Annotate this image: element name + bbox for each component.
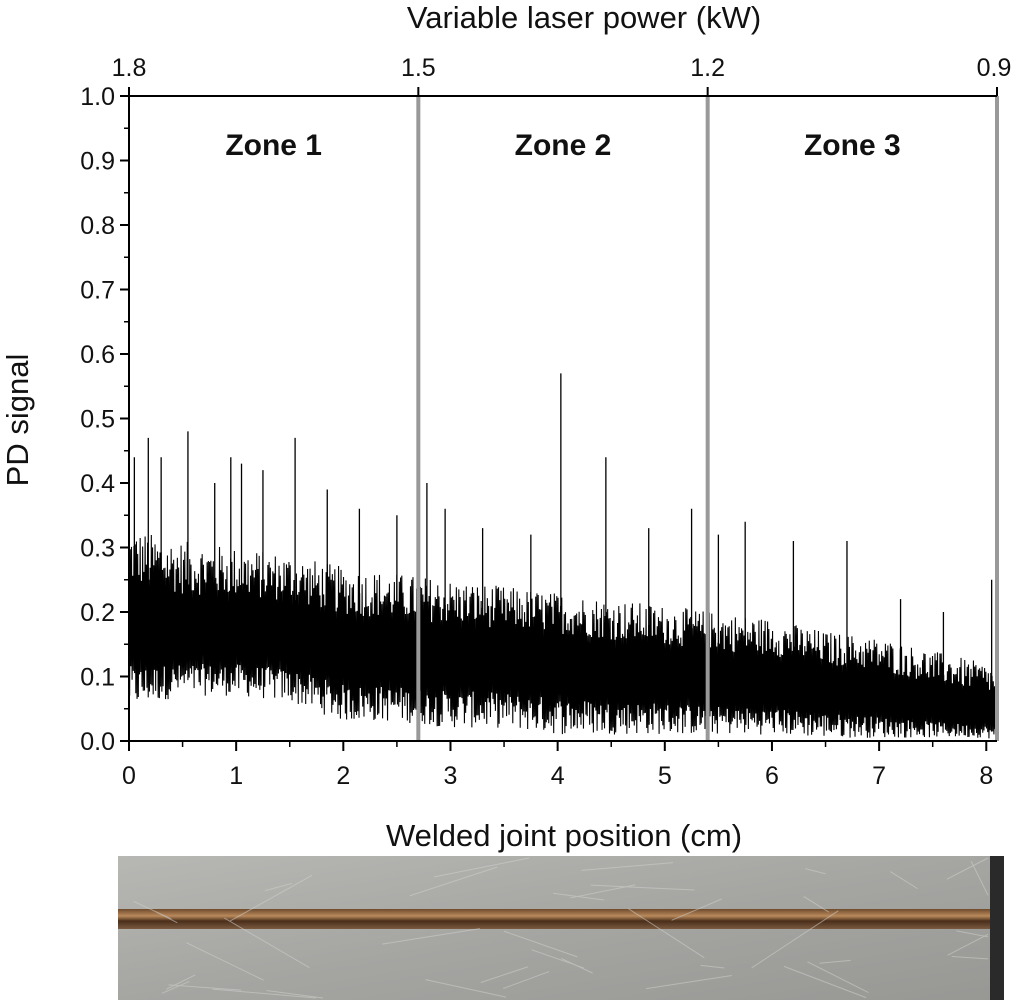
y-tick-label: 0.9 — [80, 148, 115, 176]
top-axis-ticks: 1.8 1.5 1.2 0.9 — [112, 54, 1012, 96]
y-tick-label: 0.3 — [80, 535, 115, 563]
scratch-mark — [956, 930, 989, 938]
scratch-mark — [165, 974, 196, 990]
y-axis-ticks: 0.0 0.1 0.2 0.3 0.4 0.5 0.6 0.7 0.8 0.9 1.0 — [80, 83, 129, 756]
scratch-mark — [970, 860, 989, 896]
scratch-mark — [264, 882, 293, 892]
pd-signal-peaks — [133, 373, 993, 717]
zone-label: Zone 2 — [515, 129, 612, 162]
zone-label: Zone 3 — [804, 129, 901, 162]
scratch-mark — [946, 857, 989, 880]
y-tick-label: 0.2 — [80, 599, 115, 627]
x-tick-label: 5 — [658, 762, 672, 790]
scratch-mark — [133, 900, 172, 920]
top-tick-label: 1.2 — [690, 54, 725, 82]
scratch-mark — [700, 964, 725, 969]
scratch-mark — [381, 928, 481, 945]
plate-scratches — [133, 857, 989, 999]
scratch-mark — [503, 971, 550, 989]
plate-edge — [990, 856, 1004, 1000]
scratch-mark — [947, 933, 989, 956]
x-tick-label: 2 — [336, 762, 350, 790]
x-tick-label: 3 — [444, 762, 458, 790]
scratch-mark — [671, 898, 722, 921]
welded-plate-photo — [118, 856, 1004, 1000]
y-tick-label: 0.4 — [80, 470, 115, 498]
y-tick-label: 0.7 — [80, 277, 115, 305]
scratch-mark — [480, 966, 528, 984]
scratch-mark — [409, 866, 498, 897]
zone-boundaries — [416, 96, 999, 741]
y-tick-label: 0.6 — [80, 341, 115, 369]
scratch-mark — [807, 961, 869, 993]
scratch-mark — [434, 857, 530, 878]
scratch-mark — [581, 862, 674, 871]
x-axis-ticks: 0 1 2 3 4 5 6 7 8 — [122, 741, 993, 790]
scratch-mark — [168, 984, 242, 991]
scratch-mark — [224, 917, 310, 969]
scratch-mark — [805, 868, 826, 875]
scratch-mark — [570, 884, 636, 899]
pd-signal-trace — [128, 535, 998, 739]
scratch-mark — [951, 955, 989, 960]
scratch-mark — [553, 892, 605, 901]
scratch-mark — [266, 989, 324, 999]
scratch-mark — [889, 871, 918, 890]
x-tick-label: 6 — [765, 762, 779, 790]
scratch-mark — [503, 930, 578, 958]
scratch-mark — [627, 908, 705, 959]
top-tick-label: 1.8 — [112, 54, 147, 82]
scratch-mark — [590, 884, 695, 891]
top-tick-label: 0.9 — [977, 54, 1012, 82]
zone-label: Zone 1 — [225, 129, 322, 162]
pd-signal-series — [128, 373, 998, 739]
x-tick-label: 0 — [122, 762, 136, 790]
zone-labels: Zone 1 Zone 2 Zone 3 — [225, 129, 900, 162]
y-tick-label: 0.0 — [80, 728, 115, 756]
y-tick-label: 0.1 — [80, 664, 115, 692]
scratch-mark — [803, 896, 829, 913]
x-tick-label: 1 — [229, 762, 243, 790]
top-axis-title: Variable laser power (kW) — [407, 0, 761, 35]
x-tick-label: 8 — [979, 762, 993, 790]
x-tick-label: 7 — [872, 762, 886, 790]
x-axis-title: Welded joint position (cm) — [386, 818, 742, 853]
scratch-mark — [646, 975, 732, 990]
y-tick-label: 0.8 — [80, 212, 115, 240]
scratch-mark — [161, 981, 190, 994]
scratch-mark — [783, 965, 867, 999]
scratch-mark — [561, 957, 593, 974]
scratch-mark — [751, 910, 839, 969]
y-tick-label: 0.5 — [80, 406, 115, 434]
y-axis-title: PD signal — [0, 354, 35, 487]
scratch-mark — [186, 942, 264, 981]
scratch-mark — [425, 979, 507, 998]
scratch-mark — [819, 959, 851, 964]
x-tick-label: 4 — [551, 762, 565, 790]
scratch-mark — [212, 988, 316, 999]
weld-seam — [118, 909, 990, 929]
top-tick-label: 1.5 — [401, 54, 436, 82]
scratch-mark — [229, 874, 313, 922]
y-tick-label: 1.0 — [80, 83, 115, 111]
